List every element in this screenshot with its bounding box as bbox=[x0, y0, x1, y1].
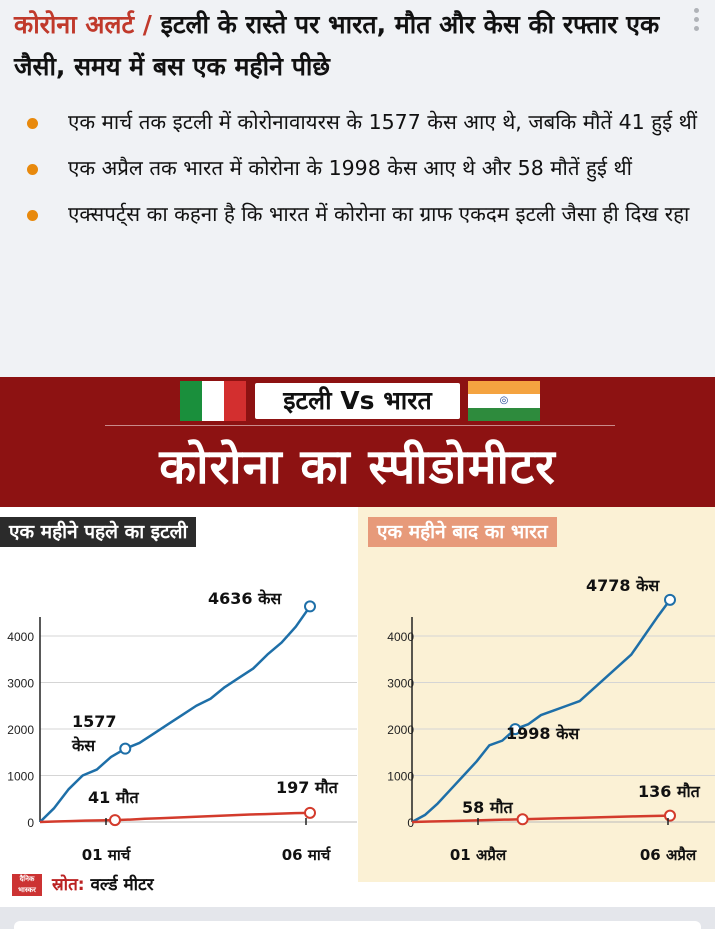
y-tick-label: 1000 bbox=[387, 770, 414, 784]
india-panel-label: एक महीने बाद का भारत bbox=[368, 517, 557, 547]
india-panel: एक महीने बाद का भारत 0 1000 2000 3000 4000 01… bbox=[358, 507, 715, 882]
data-label: 197 मौत bbox=[276, 778, 339, 797]
headline-tag: कोरोना अलर्ट / bbox=[14, 10, 152, 39]
y-tick-label: 0 bbox=[407, 816, 414, 830]
vs-title: इटली Vs भारत bbox=[255, 383, 460, 419]
cases-line bbox=[39, 605, 312, 823]
italy-panel-label: एक महीने पहले का इटली bbox=[0, 517, 197, 547]
x-tick-label: 06 अप्रैल bbox=[640, 846, 697, 864]
infographic-title: कोरोना का स्पीडोमीटर bbox=[159, 439, 556, 495]
bullet-text: एक अप्रैल तक भारत में कोरोना के 1998 केस… bbox=[68, 156, 632, 180]
deaths-line-marker bbox=[516, 813, 529, 826]
cases-line bbox=[411, 599, 672, 824]
source-label: स्रोत: bbox=[52, 875, 85, 895]
source-value: वर्ल्ड मीटर bbox=[84, 875, 154, 895]
deaths-line bbox=[39, 811, 311, 824]
italy-flag-icon bbox=[180, 381, 246, 421]
infographic-image[interactable]: इटली Vs भारत ◎ कोरोना का स्पीडोमीटर एक म… bbox=[0, 377, 715, 907]
bullet-dot-icon bbox=[27, 118, 38, 129]
cases-line-marker bbox=[509, 723, 522, 736]
india-flag-icon: ◎ bbox=[468, 381, 540, 421]
data-label: 136 मौत bbox=[638, 782, 701, 801]
bullet-text: एक मार्च तक इटली में कोरोनावायरस के 1577… bbox=[68, 110, 698, 134]
infographic-footer: दैनिक भास्कर स्रोत: वर्ल्ड मीटर bbox=[0, 874, 715, 907]
bullet-text: एक्सपर्ट्स का कहना है कि भारत में कोरोना… bbox=[68, 202, 690, 226]
y-tick-label: 1000 bbox=[7, 770, 34, 784]
deaths-line-marker bbox=[304, 806, 316, 819]
headline-text: इटली के रास्ते पर भारत, मौत और केस की रफ… bbox=[14, 10, 660, 81]
data-label: 4778 केस bbox=[586, 576, 660, 595]
bullet-dot-icon bbox=[27, 210, 38, 221]
x-tick-label: 01 मार्च bbox=[82, 846, 132, 864]
y-tick-label: 4000 bbox=[7, 630, 34, 644]
publisher-logo: दैनिक भास्कर bbox=[12, 874, 42, 896]
post-headline: कोरोना अलर्ट / इटली के रास्ते पर भारत, म… bbox=[14, 4, 664, 88]
data-label: 4636 केस bbox=[208, 589, 282, 608]
source-note: स्रोत: वर्ल्ड मीटर bbox=[52, 872, 154, 895]
deaths-line bbox=[411, 814, 671, 824]
y-tick-label: 0 bbox=[27, 816, 34, 830]
cases-line-marker bbox=[664, 593, 676, 606]
cases-line-marker bbox=[304, 600, 316, 613]
infographic-banner: इटली Vs भारत ◎ कोरोना का स्पीडोमीटर bbox=[0, 377, 715, 507]
cases-line-marker bbox=[119, 742, 132, 755]
y-tick-label: 4000 bbox=[387, 630, 414, 644]
y-tick-label: 2000 bbox=[7, 723, 34, 737]
list-item: एक्सपर्ट्स का कहना है कि भारत में कोरोना… bbox=[0, 196, 715, 232]
more-options-icon[interactable] bbox=[691, 4, 701, 38]
next-post-edge bbox=[0, 907, 715, 929]
deaths-line-marker bbox=[109, 814, 121, 827]
y-tick-label: 3000 bbox=[7, 677, 34, 691]
banner-divider bbox=[105, 425, 615, 426]
y-tick-label: 2000 bbox=[387, 723, 414, 737]
data-label: 1998 केस bbox=[506, 724, 580, 743]
italy-chart: 0 1000 2000 3000 4000 01 मार्च 06 मार्च 4636 के… bbox=[7, 589, 357, 864]
bullet-dot-icon bbox=[27, 164, 38, 175]
data-label: 58 मौत bbox=[462, 798, 514, 817]
list-item: एक अप्रैल तक भारत में कोरोना के 1998 केस… bbox=[0, 150, 715, 186]
data-label: केस bbox=[71, 736, 96, 755]
bullet-list: एक मार्च तक इटली में कोरोनावायरस के 1577… bbox=[0, 104, 715, 242]
italy-panel: एक महीने पहले का इटली 0 1000 2000 3000 4000 0… bbox=[0, 507, 357, 882]
y-tick-label: 3000 bbox=[387, 677, 414, 691]
data-label: 41 मौत bbox=[88, 788, 140, 807]
x-tick-label: 06 मार्च bbox=[282, 846, 332, 864]
list-item: एक मार्च तक इटली में कोरोनावायरस के 1577… bbox=[0, 104, 715, 140]
deaths-line-marker bbox=[664, 809, 676, 822]
x-tick-label: 01 अप्रैल bbox=[450, 846, 507, 864]
india-chart: 0 1000 2000 3000 4000 01 अप्रैल 06 अप्रैल 4778 … bbox=[387, 576, 715, 864]
data-label: 1577 bbox=[72, 712, 117, 731]
